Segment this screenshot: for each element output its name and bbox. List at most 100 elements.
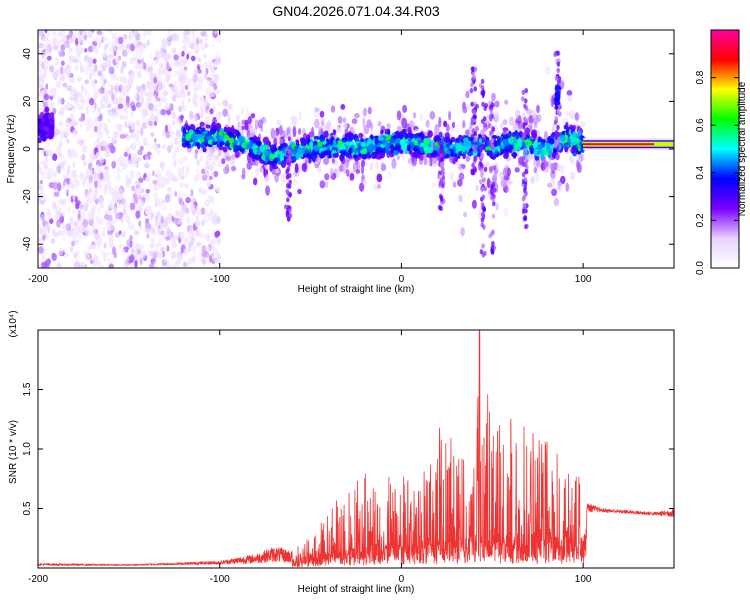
- spectrogram-cell: [443, 136, 450, 144]
- spectrogram-cell: [391, 158, 397, 169]
- spectrogram-cell: [465, 129, 470, 137]
- spectrogram-cell: [432, 182, 436, 188]
- spectrogram-cell: [195, 205, 199, 211]
- spectrogram-cell: [83, 34, 88, 41]
- spectrogram-cell: [521, 155, 525, 162]
- spectrogram-cell: [160, 108, 167, 116]
- spectrogram-cell: [412, 112, 417, 119]
- spectrogram-cell: [367, 106, 372, 115]
- spectrogram-cell: [127, 35, 132, 41]
- spectrogram-cell: [181, 50, 185, 57]
- spectrogram-cell: [71, 208, 76, 216]
- spectrogram-cell: [194, 242, 198, 250]
- spectrogram-cell: [182, 127, 187, 134]
- spectrogram-cell: [81, 145, 88, 153]
- spectrogram-cell: [536, 150, 542, 155]
- spectrogram-cell: [178, 190, 183, 199]
- spectrogram-cell: [223, 166, 229, 175]
- spectrogram-cell: [194, 76, 199, 84]
- spectrogram-cell: [86, 57, 90, 65]
- spectrogram-cell: [520, 160, 525, 167]
- spectrogram-cell: [156, 210, 162, 216]
- spectrogram-cell: [308, 131, 315, 138]
- spectrogram-cell: [107, 40, 111, 47]
- spectrogram-cell: [144, 155, 149, 161]
- spectrogram-cell: [142, 90, 148, 97]
- spectrogram-cell: [492, 193, 496, 199]
- spectrogram-cell: [111, 160, 117, 169]
- spectrogram-cell: [530, 176, 535, 184]
- spectrogram-cell: [524, 224, 528, 230]
- spectrogram-cell: [285, 169, 290, 175]
- spectrogram-cell: [110, 235, 115, 241]
- spectrogram-cell: [136, 40, 140, 48]
- spectrogram-cell: [134, 259, 138, 268]
- spectrogram-cell: [98, 235, 103, 242]
- spectrogram-cell: [149, 54, 153, 60]
- spectrogram-cell: [300, 138, 308, 144]
- spectrogram-cell: [117, 203, 121, 209]
- spectrogram-cell: [200, 104, 203, 112]
- spectrogram-cell: [66, 117, 72, 123]
- spectrogram-cell: [378, 151, 382, 160]
- spectrogram-cell: [73, 179, 80, 187]
- spectrogram-cell: [44, 65, 49, 71]
- spectrogram-cell: [61, 185, 66, 191]
- snr-y-exponent: (x10⁴): [8, 310, 19, 337]
- spectrogram-cell: [167, 145, 172, 153]
- spectrogram-cell: [69, 216, 74, 225]
- spectrogram-cell: [209, 238, 215, 245]
- spectrogram-cell: [106, 225, 112, 232]
- spectrogram-cell: [356, 161, 361, 170]
- spectrogram-cell: [492, 165, 497, 171]
- spectrogram-cell: [340, 149, 347, 155]
- spectrogram-cell: [44, 164, 48, 170]
- spectrogram-cell: [524, 169, 529, 175]
- spectrogram-cell: [473, 167, 477, 173]
- spectrogram-y-tick-label: -40: [22, 237, 33, 252]
- spectrogram-cell: [392, 150, 399, 156]
- spectrogram-cell: [502, 119, 508, 125]
- spectrogram-cell: [556, 162, 561, 173]
- spectrogram-cell: [95, 198, 99, 205]
- spectrogram-cell: [361, 159, 365, 168]
- spectrogram-cell: [46, 44, 51, 53]
- spectrogram-cell: [142, 31, 147, 37]
- spectrogram-y-tick-label: 20: [22, 95, 33, 107]
- spectrogram-cell: [186, 30, 192, 36]
- spectrogram-cell: [179, 74, 184, 83]
- spectrogram-cell: [94, 46, 99, 55]
- spectrogram-cell: [470, 82, 474, 88]
- spectrogram-cell: [201, 174, 208, 181]
- spectrogram-cell: [475, 103, 480, 109]
- spectrogram-cell: [40, 199, 45, 205]
- spectrogram-cell: [269, 153, 274, 162]
- spectrogram-cell: [77, 210, 81, 219]
- spectrogram-cell: [155, 51, 162, 60]
- spectrogram-cell: [246, 129, 251, 140]
- spectrogram-cell: [111, 93, 115, 102]
- spectrogram-cell: [522, 194, 527, 200]
- spectrogram-cell: [51, 252, 55, 259]
- spectrogram-cell: [187, 97, 191, 104]
- spectrogram-cell: [355, 168, 361, 174]
- spectrogram-line-core: [583, 143, 654, 146]
- spectrogram-cell: [67, 60, 72, 69]
- spectrogram-cell: [92, 173, 97, 180]
- spectrogram-cell: [205, 106, 209, 114]
- spectrogram-cell: [204, 136, 208, 144]
- spectrogram-cell: [461, 163, 466, 170]
- spectrogram-cell: [143, 137, 147, 146]
- spectrogram-cell: [52, 45, 59, 51]
- spectrogram-cell: [215, 230, 221, 237]
- spectrogram-cell: [292, 156, 297, 161]
- spectrogram-cell: [206, 179, 211, 188]
- spectrogram-cell: [190, 132, 197, 141]
- spectrogram-cell: [450, 172, 454, 182]
- spectrogram-cell: [576, 162, 582, 174]
- spectrogram-cell: [147, 85, 154, 94]
- spectrogram-cell: [229, 133, 233, 139]
- spectrogram-cell: [491, 126, 496, 132]
- spectrogram-cell: [556, 124, 560, 130]
- spectrogram-cell: [184, 84, 189, 91]
